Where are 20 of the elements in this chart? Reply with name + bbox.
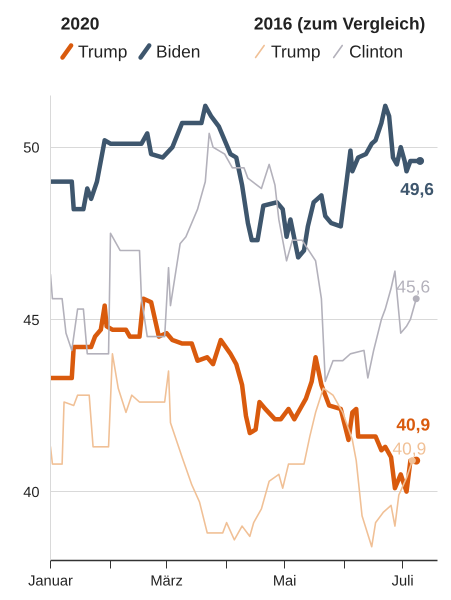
point — [412, 295, 420, 302]
y-tick-label: 45 — [23, 312, 40, 329]
point — [416, 156, 424, 165]
y-tick-label: 50 — [23, 140, 40, 157]
legend-label: Trump — [271, 42, 320, 62]
point — [408, 457, 416, 464]
data-label: 45,6 — [396, 276, 430, 297]
legend-label: Clinton — [349, 42, 404, 62]
text: 2016 (zum Vergleich) — [254, 14, 426, 34]
legend-label: Biden — [156, 42, 200, 62]
x-tick-label: Januar — [28, 574, 74, 590]
x-tick-label: März — [150, 574, 183, 590]
x-tick-label: Mai — [272, 574, 296, 590]
text: 2020 — [60, 14, 100, 34]
x-tick-label: Juli — [392, 574, 414, 590]
data-label: 40,9 — [396, 414, 430, 435]
data-label: 40,9 — [392, 438, 426, 459]
data-label: 49,6 — [400, 178, 434, 199]
y-tick-label: 40 — [23, 485, 40, 502]
legend-label: Trump — [78, 42, 128, 62]
